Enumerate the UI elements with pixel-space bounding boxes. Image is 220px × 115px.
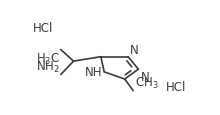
- Text: N: N: [141, 70, 150, 83]
- Text: HCl: HCl: [33, 22, 53, 34]
- Text: NH$_2$: NH$_2$: [36, 59, 60, 74]
- Text: N: N: [130, 43, 139, 56]
- Text: NH: NH: [85, 65, 102, 78]
- Text: HCl: HCl: [166, 80, 186, 93]
- Text: CH$_3$: CH$_3$: [135, 75, 159, 90]
- Text: H$_3$C: H$_3$C: [36, 51, 60, 66]
